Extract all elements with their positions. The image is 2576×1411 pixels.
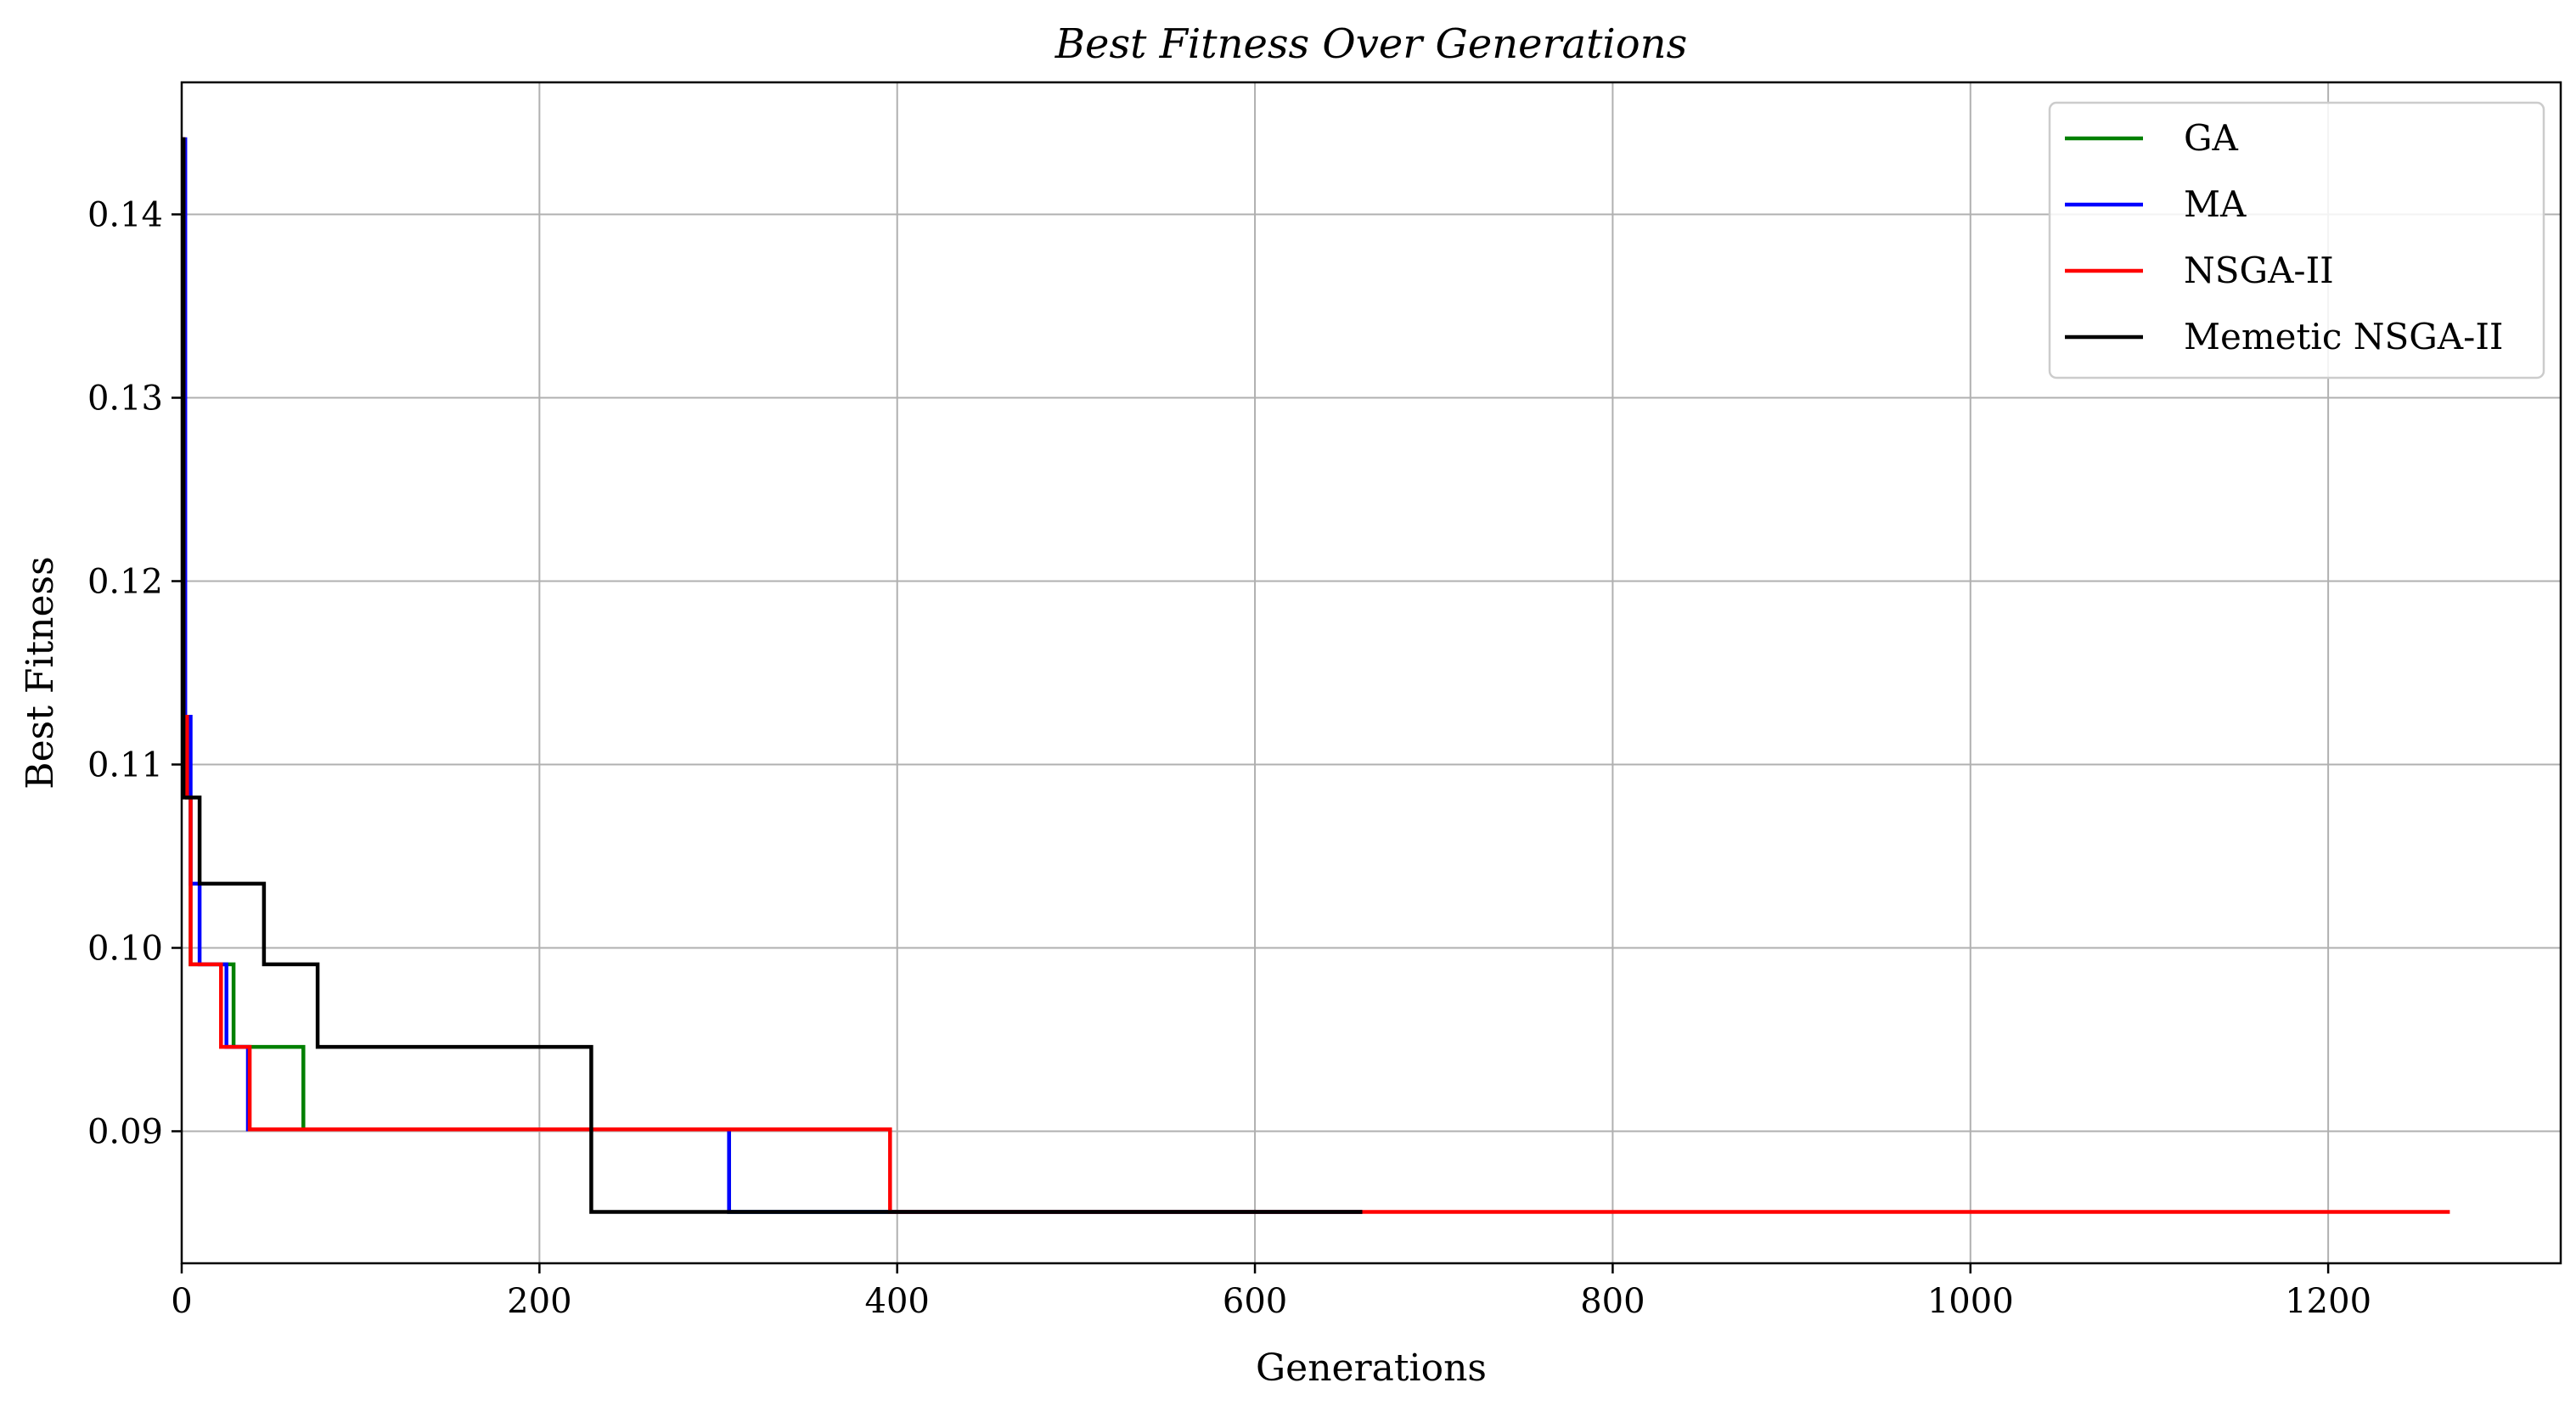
y-tick-label: 0.10 [87, 929, 163, 968]
series-line-memetic-nsga-ii [181, 137, 1363, 1214]
legend-label-nsga-ii: NSGA-II [2184, 250, 2334, 291]
x-tick-label: 600 [1223, 1282, 1287, 1321]
x-tick-label: 0 [171, 1282, 192, 1321]
legend: GA MA NSGA-II Memetic NSGA-II [2048, 101, 2545, 379]
y-tick-label: 0.11 [87, 745, 163, 784]
x-axis-title: Generations [1256, 1346, 1487, 1390]
x-tick-label: 400 [865, 1282, 930, 1321]
ticks: 0 200 400 600 800 1000 1200 0.09 0.10 0.11 0.12 0.1… [87, 196, 2371, 1321]
y-tick-label: 0.09 [87, 1112, 163, 1151]
x-tick-label: 1000 [1927, 1282, 2014, 1321]
y-axis-title: Best Fitness [19, 556, 62, 789]
y-tick-label: 0.12 [87, 563, 163, 602]
legend-label-ga: GA [2184, 117, 2239, 159]
plot-frame [180, 81, 2562, 1265]
series-group [181, 137, 2450, 1214]
legend-box [2048, 101, 2545, 379]
x-tick-label: 1200 [2285, 1282, 2371, 1321]
x-tick-label: 200 [507, 1282, 571, 1321]
y-tick-label: 0.14 [87, 196, 163, 235]
legend-label-ma: MA [2184, 183, 2247, 225]
chart-title: Best Fitness Over Generations [1055, 20, 1687, 68]
legend-label-memetic-nsga-ii: Memetic NSGA-II [2184, 316, 2504, 357]
y-tick-label: 0.13 [87, 379, 163, 419]
x-tick-label: 800 [1580, 1282, 1645, 1321]
